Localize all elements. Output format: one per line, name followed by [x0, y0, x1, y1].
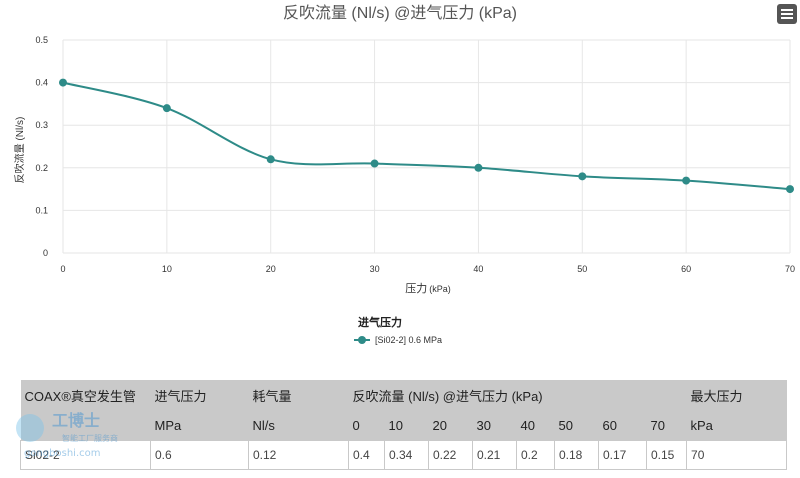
data-point: [162, 104, 171, 113]
table-cell: Si02-2: [20, 440, 151, 470]
grid: [62, 39, 791, 254]
legend-item[interactable]: [Si02-2] 0.6 MPa: [354, 335, 442, 345]
table-units-row: MPa Nl/s 0 10 20 30 40 50 60 70 kPa: [20, 410, 787, 441]
header-blowoff-flow: 反吹流量 (Nl/s) @进气压力 (kPa): [348, 380, 687, 410]
table-cell: 70: [686, 440, 788, 470]
data-point: [370, 159, 379, 168]
unit-cell: 50: [554, 410, 599, 441]
y-axis-label: 反吹流量 (Nl/s): [13, 117, 26, 184]
table-cell: 0.2: [516, 440, 555, 470]
series-group: [59, 78, 794, 194]
y-tick-label: 0.1: [35, 205, 48, 215]
table-cell: 0.21: [472, 440, 517, 470]
header-air-consumption: 耗气量: [248, 380, 349, 410]
table-row: Si02-2 0.6 0.12 0.4 0.34 0.22 0.21 0.2 0…: [20, 440, 788, 470]
x-tick-labels: 0 10 20 30 40 50 60 70: [60, 264, 795, 274]
x-tick-label: 30: [370, 264, 380, 274]
hamburger-menu-icon-bar: [781, 17, 793, 19]
table-cell: 0.18: [554, 440, 599, 470]
y-tick-labels: 0 0.1 0.2 0.3 0.4 0.5: [35, 35, 48, 258]
y-tick-label: 0.4: [35, 78, 48, 88]
spec-table: COAX®真空发生管 进气压力 耗气量 反吹流量 (Nl/s) @进气压力 (k…: [20, 380, 788, 470]
x-tick-label: 50: [577, 264, 587, 274]
line-chart: 反吹流量 (Nl/s) @进气压力 (kPa) 0 0.1 0.2 0.3 0.4 0.5…: [13, 4, 795, 345]
y-tick-label: 0.2: [35, 163, 48, 173]
unit-cell: Nl/s: [248, 410, 349, 441]
table-cell: 0.12: [248, 440, 349, 470]
legend-label: [Si02-2] 0.6 MPa: [375, 335, 442, 345]
y-tick-label: 0.3: [35, 120, 48, 130]
legend-dot-marker: [358, 336, 366, 344]
x-tick-label: 60: [681, 264, 691, 274]
table-cell: 0.17: [598, 440, 647, 470]
data-point: [59, 78, 67, 87]
unit-cell: MPa: [150, 410, 249, 441]
unit-cell: 30: [472, 410, 517, 441]
data-point: [474, 163, 483, 172]
legend-title: 进气压力: [358, 315, 402, 329]
hamburger-menu-icon: [781, 9, 793, 11]
header-inlet-pressure: 进气压力: [150, 380, 249, 410]
y-tick-label: 0: [43, 248, 48, 258]
unit-cell: 20: [428, 410, 473, 441]
table-header-row: COAX®真空发生管 进气压力 耗气量 反吹流量 (Nl/s) @进气压力 (k…: [20, 380, 787, 410]
chart-menu-button[interactable]: [777, 4, 797, 24]
x-axis-label-unit: (kPa): [429, 284, 451, 294]
unit-cell: [20, 410, 151, 441]
header-product: COAX®真空发生管: [20, 380, 151, 410]
data-point: [578, 172, 587, 181]
unit-cell: 40: [516, 410, 555, 441]
x-tick-label: 40: [473, 264, 483, 274]
x-tick-label: 0: [60, 264, 65, 274]
x-tick-label: 10: [162, 264, 172, 274]
data-point: [786, 185, 794, 194]
table-cell: 0.34: [384, 440, 429, 470]
table-cell: 0.6: [150, 440, 249, 470]
unit-cell: 10: [384, 410, 429, 441]
data-point: [266, 155, 275, 164]
unit-cell: 0: [348, 410, 385, 441]
table-cell: 0.4: [348, 440, 385, 470]
y-tick-label: 0.5: [35, 35, 48, 45]
x-tick-label: 20: [266, 264, 276, 274]
table-cell: 0.15: [645, 440, 688, 470]
unit-cell: 60: [598, 410, 647, 441]
header-max-pressure: 最大压力: [686, 380, 787, 410]
unit-cell: kPa: [686, 410, 787, 441]
series-line: [62, 81, 791, 191]
data-point: [682, 176, 691, 185]
x-tick-label: 70: [785, 264, 795, 274]
chart-title: 反吹流量 (Nl/s) @进气压力 (kPa): [283, 4, 517, 22]
table-cell: 0.22: [428, 440, 473, 470]
hamburger-menu-icon-bar: [781, 13, 793, 15]
unit-cell: 70: [646, 410, 687, 441]
x-axis-label-main: 压力: [405, 282, 427, 295]
x-axis-label: 压力 (kPa): [405, 282, 451, 295]
